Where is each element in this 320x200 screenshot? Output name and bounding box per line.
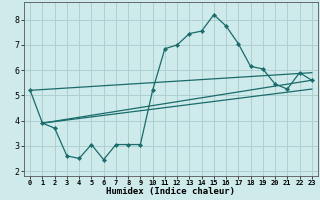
X-axis label: Humidex (Indice chaleur): Humidex (Indice chaleur) [107,187,236,196]
